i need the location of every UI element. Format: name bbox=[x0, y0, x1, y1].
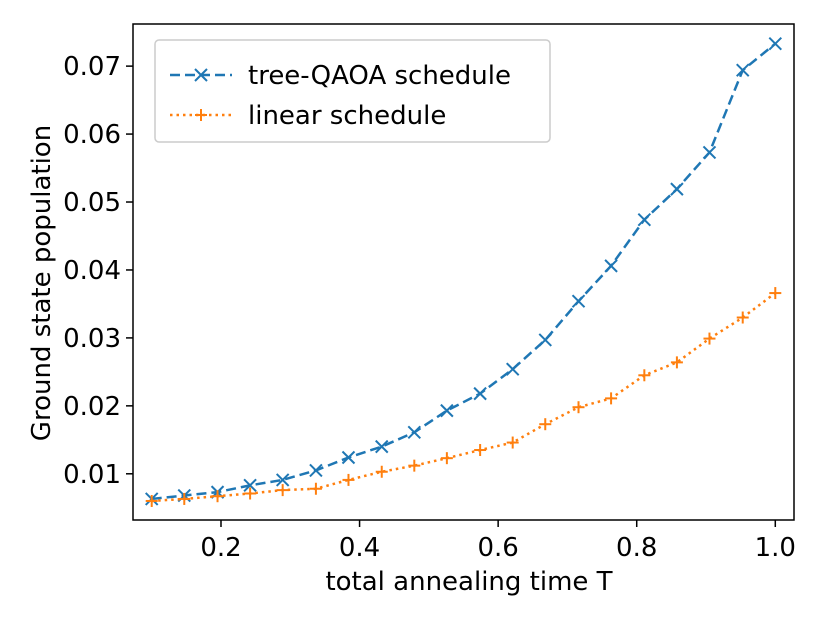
data-point-0-19 bbox=[768, 36, 782, 51]
x-tick-label-1: 0.4 bbox=[339, 533, 380, 563]
data-point-1-1 bbox=[178, 492, 191, 505]
legend-marker-0 bbox=[194, 68, 208, 82]
data-point-1-18 bbox=[736, 311, 749, 324]
data-point-1-2 bbox=[211, 490, 224, 503]
data-point-0-7 bbox=[375, 439, 389, 454]
data-point-0-15 bbox=[637, 212, 652, 227]
data-point-1-13 bbox=[572, 401, 585, 414]
data-point-1-6 bbox=[342, 473, 355, 486]
data-point-1-19 bbox=[769, 287, 782, 300]
data-point-0-11 bbox=[505, 362, 520, 376]
series-line-1 bbox=[151, 292, 777, 503]
legend-label-linear: linear schedule bbox=[248, 101, 446, 131]
x-tick-label-0: 0.2 bbox=[200, 533, 241, 563]
data-point-0-16 bbox=[670, 182, 684, 196]
data-point-1-10 bbox=[474, 444, 487, 457]
data-point-0-8 bbox=[407, 425, 422, 440]
x-axis-label: total annealing time T bbox=[325, 567, 612, 597]
y-tick-label-3: 0.04 bbox=[63, 256, 121, 286]
axes-frame bbox=[132, 23, 795, 521]
x-tick-label-4: 1.0 bbox=[755, 533, 796, 563]
y-tick-label-1: 0.02 bbox=[63, 392, 121, 422]
data-point-0-18 bbox=[736, 63, 750, 77]
y-tick-label-5: 0.06 bbox=[63, 120, 121, 150]
data-point-0-12 bbox=[538, 333, 552, 347]
x-tick-label-2: 0.6 bbox=[477, 533, 518, 563]
legend-swatch-tree-qaoa bbox=[170, 68, 232, 82]
data-point-1-9 bbox=[440, 452, 453, 465]
data-point-0-10 bbox=[473, 386, 487, 401]
data-point-0-5 bbox=[309, 463, 323, 478]
x-tick-label-3: 0.8 bbox=[616, 533, 657, 563]
axes: 0.2 0.4 0.6 0.8 1.0 0.01 0.02 0.03 0.04 0.05 0.06 0… bbox=[63, 23, 796, 563]
legend-frame bbox=[154, 39, 551, 143]
data-point-0-14 bbox=[604, 259, 618, 273]
data-point-1-3 bbox=[244, 487, 257, 500]
data-point-1-15 bbox=[638, 369, 651, 382]
data-point-1-0 bbox=[145, 494, 158, 507]
data-point-0-4 bbox=[275, 473, 290, 487]
y-tick-label-6: 0.07 bbox=[63, 52, 121, 82]
data-point-1-17 bbox=[703, 332, 716, 345]
data-point-0-9 bbox=[440, 403, 454, 418]
data-point-1-12 bbox=[539, 418, 552, 431]
y-axis-label: Ground state population bbox=[27, 125, 57, 441]
series-1 bbox=[145, 287, 782, 507]
y-tick-label-0: 0.01 bbox=[63, 460, 121, 490]
data-point-0-13 bbox=[571, 294, 586, 308]
data-point-1-16 bbox=[670, 356, 683, 369]
data-point-1-8 bbox=[408, 459, 421, 472]
data-point-0-17 bbox=[702, 145, 717, 160]
plot-area bbox=[145, 36, 782, 507]
data-point-1-14 bbox=[605, 392, 618, 405]
legend-marker-1 bbox=[195, 109, 207, 121]
legend-label-tree-qaoa: tree-QAOA schedule bbox=[248, 61, 511, 91]
data-point-0-6 bbox=[341, 450, 356, 465]
data-point-1-11 bbox=[506, 436, 519, 449]
data-point-0-3 bbox=[243, 478, 257, 493]
legend: tree-QAOA schedule linear schedule bbox=[154, 39, 551, 143]
data-point-1-7 bbox=[375, 465, 388, 478]
series-line-0 bbox=[151, 42, 777, 501]
data-point-1-5 bbox=[309, 482, 322, 495]
y-tick-label-2: 0.03 bbox=[63, 324, 121, 354]
legend-swatch-linear bbox=[170, 109, 232, 121]
data-point-1-4 bbox=[276, 484, 289, 497]
y-tick-label-4: 0.05 bbox=[63, 188, 121, 218]
